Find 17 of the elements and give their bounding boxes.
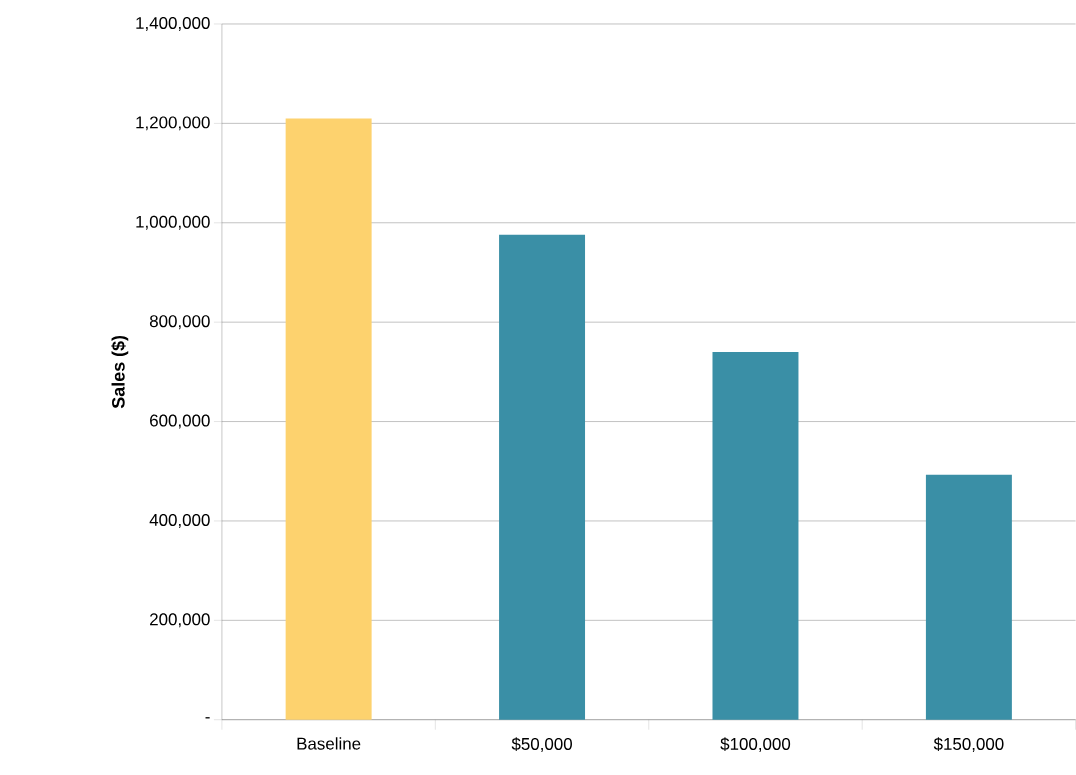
y-tick-label: 1,400,000 <box>136 17 210 32</box>
bar <box>712 352 799 720</box>
x-tick-label: $100,000 <box>720 737 791 753</box>
bar <box>285 118 372 720</box>
y-tick-label: 800,000 <box>149 315 210 330</box>
x-tick-label: Baseline <box>297 737 361 750</box>
y-axis-title: Sales ($) <box>111 336 129 409</box>
x-tick-label: $50,000 <box>511 737 572 753</box>
y-tick-label: - <box>205 717 210 719</box>
y-tick-label: 1,200,000 <box>136 116 210 131</box>
x-tick-label: $150,000 <box>933 737 1004 753</box>
y-tick-label: 400,000 <box>149 514 210 529</box>
bar <box>499 234 586 720</box>
y-tick-label: 600,000 <box>150 414 210 429</box>
bar <box>925 474 1012 720</box>
y-tick-label: 1,000,000 <box>136 215 210 230</box>
y-tick-label: 200,000 <box>150 613 210 628</box>
